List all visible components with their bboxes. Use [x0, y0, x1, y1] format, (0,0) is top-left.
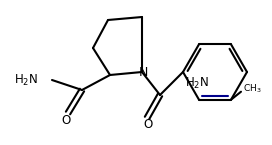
Text: N: N: [138, 67, 148, 79]
Text: O: O: [143, 118, 153, 132]
Text: H$_2$N: H$_2$N: [185, 76, 209, 91]
Text: H$_2$N: H$_2$N: [14, 72, 38, 88]
Text: O: O: [61, 114, 71, 126]
Text: CH$_3$: CH$_3$: [243, 83, 262, 95]
